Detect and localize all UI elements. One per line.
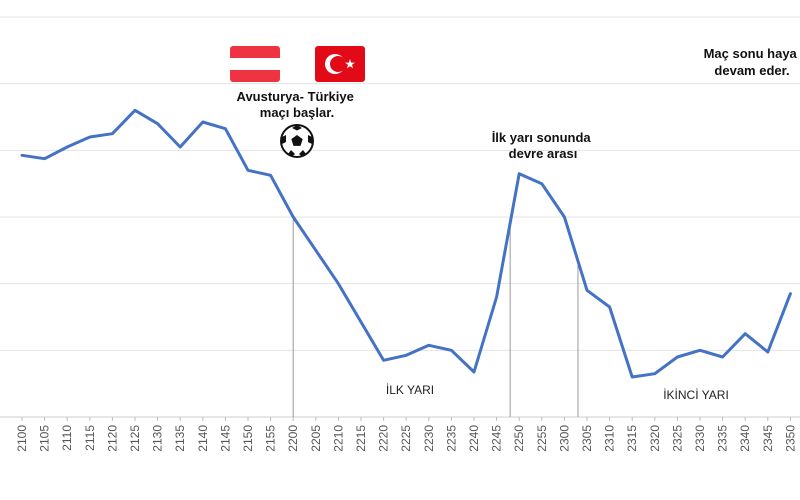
- x-tick-label: 2330: [693, 425, 707, 452]
- x-tick-label: 2150: [241, 425, 255, 452]
- x-tick-label: 2155: [264, 425, 278, 452]
- phase-marker-lines: [292, 217, 579, 417]
- annotations: Avusturya- Türkiye maçı başlar. İlk yarı…: [237, 46, 800, 402]
- series-line: [20, 108, 792, 379]
- x-tick-label: 2315: [625, 425, 639, 452]
- x-tick-label: 2310: [603, 425, 617, 452]
- x-tick-label: 2230: [422, 425, 436, 452]
- x-tick-label: 2240: [467, 425, 481, 452]
- x-tick-label: 2100: [15, 425, 29, 452]
- phase-label-first-half: İLK YARI: [386, 383, 434, 397]
- annotation-line: Maç sonu haya: [704, 46, 798, 61]
- x-tick-label: 2125: [128, 425, 142, 452]
- x-tick-label: 2235: [444, 425, 458, 452]
- annotation-match-start: Avusturya- Türkiye maçı başlar.: [237, 89, 358, 120]
- x-tick-label: 2350: [783, 425, 797, 452]
- x-tick-label: 2105: [38, 425, 52, 452]
- soccer-ball-icon: [280, 124, 314, 158]
- x-tick-label: 2225: [399, 425, 413, 452]
- x-axis-ticks: 2100 2105 2110 2115 2120 2125 2130 2135 2140 2145…: [15, 417, 797, 452]
- phase-label-second-half: İKİNCİ YARI: [663, 388, 729, 402]
- x-tick-label: 2210: [331, 425, 345, 452]
- x-tick-label: 2320: [648, 425, 662, 452]
- annotation-line: devre arası: [509, 146, 578, 161]
- x-tick-label: 2325: [670, 425, 684, 452]
- x-tick-label: 2345: [761, 425, 775, 452]
- x-tick-label: 2130: [151, 425, 165, 452]
- x-tick-label: 2135: [173, 425, 187, 452]
- turkey-flag-icon: [315, 46, 365, 82]
- x-tick-label: 2215: [354, 425, 368, 452]
- x-tick-label: 2110: [60, 425, 74, 451]
- annotation-line: maçı başlar.: [260, 105, 334, 120]
- annotation-halftime: İlk yarı sonunda devre arası: [492, 130, 595, 161]
- annotation-line: devam eder.: [714, 63, 789, 78]
- x-tick-label: 2120: [105, 425, 119, 452]
- x-tick-label: 2250: [512, 425, 526, 452]
- x-tick-label: 2245: [490, 425, 504, 452]
- x-tick-label: 2220: [377, 425, 391, 452]
- x-tick-label: 2205: [309, 425, 323, 452]
- x-tick-label: 2145: [218, 425, 232, 452]
- x-tick-label: 2300: [557, 425, 571, 452]
- x-tick-label: 2305: [580, 425, 594, 452]
- gridlines: [0, 16, 800, 418]
- austria-flag-icon: [230, 46, 280, 82]
- x-tick-label: 2335: [716, 425, 730, 452]
- annotation-match-end: Maç sonu haya devam eder.: [704, 46, 800, 78]
- annotation-line: İlk yarı sonunda: [492, 130, 592, 145]
- x-tick-label: 2255: [535, 425, 549, 452]
- x-tick-label: 2140: [196, 425, 210, 452]
- x-tick-label: 2115: [83, 425, 97, 451]
- x-tick-label: 2200: [286, 425, 300, 452]
- annotation-line: Avusturya- Türkiye: [237, 89, 354, 104]
- x-tick-label: 2340: [738, 425, 752, 452]
